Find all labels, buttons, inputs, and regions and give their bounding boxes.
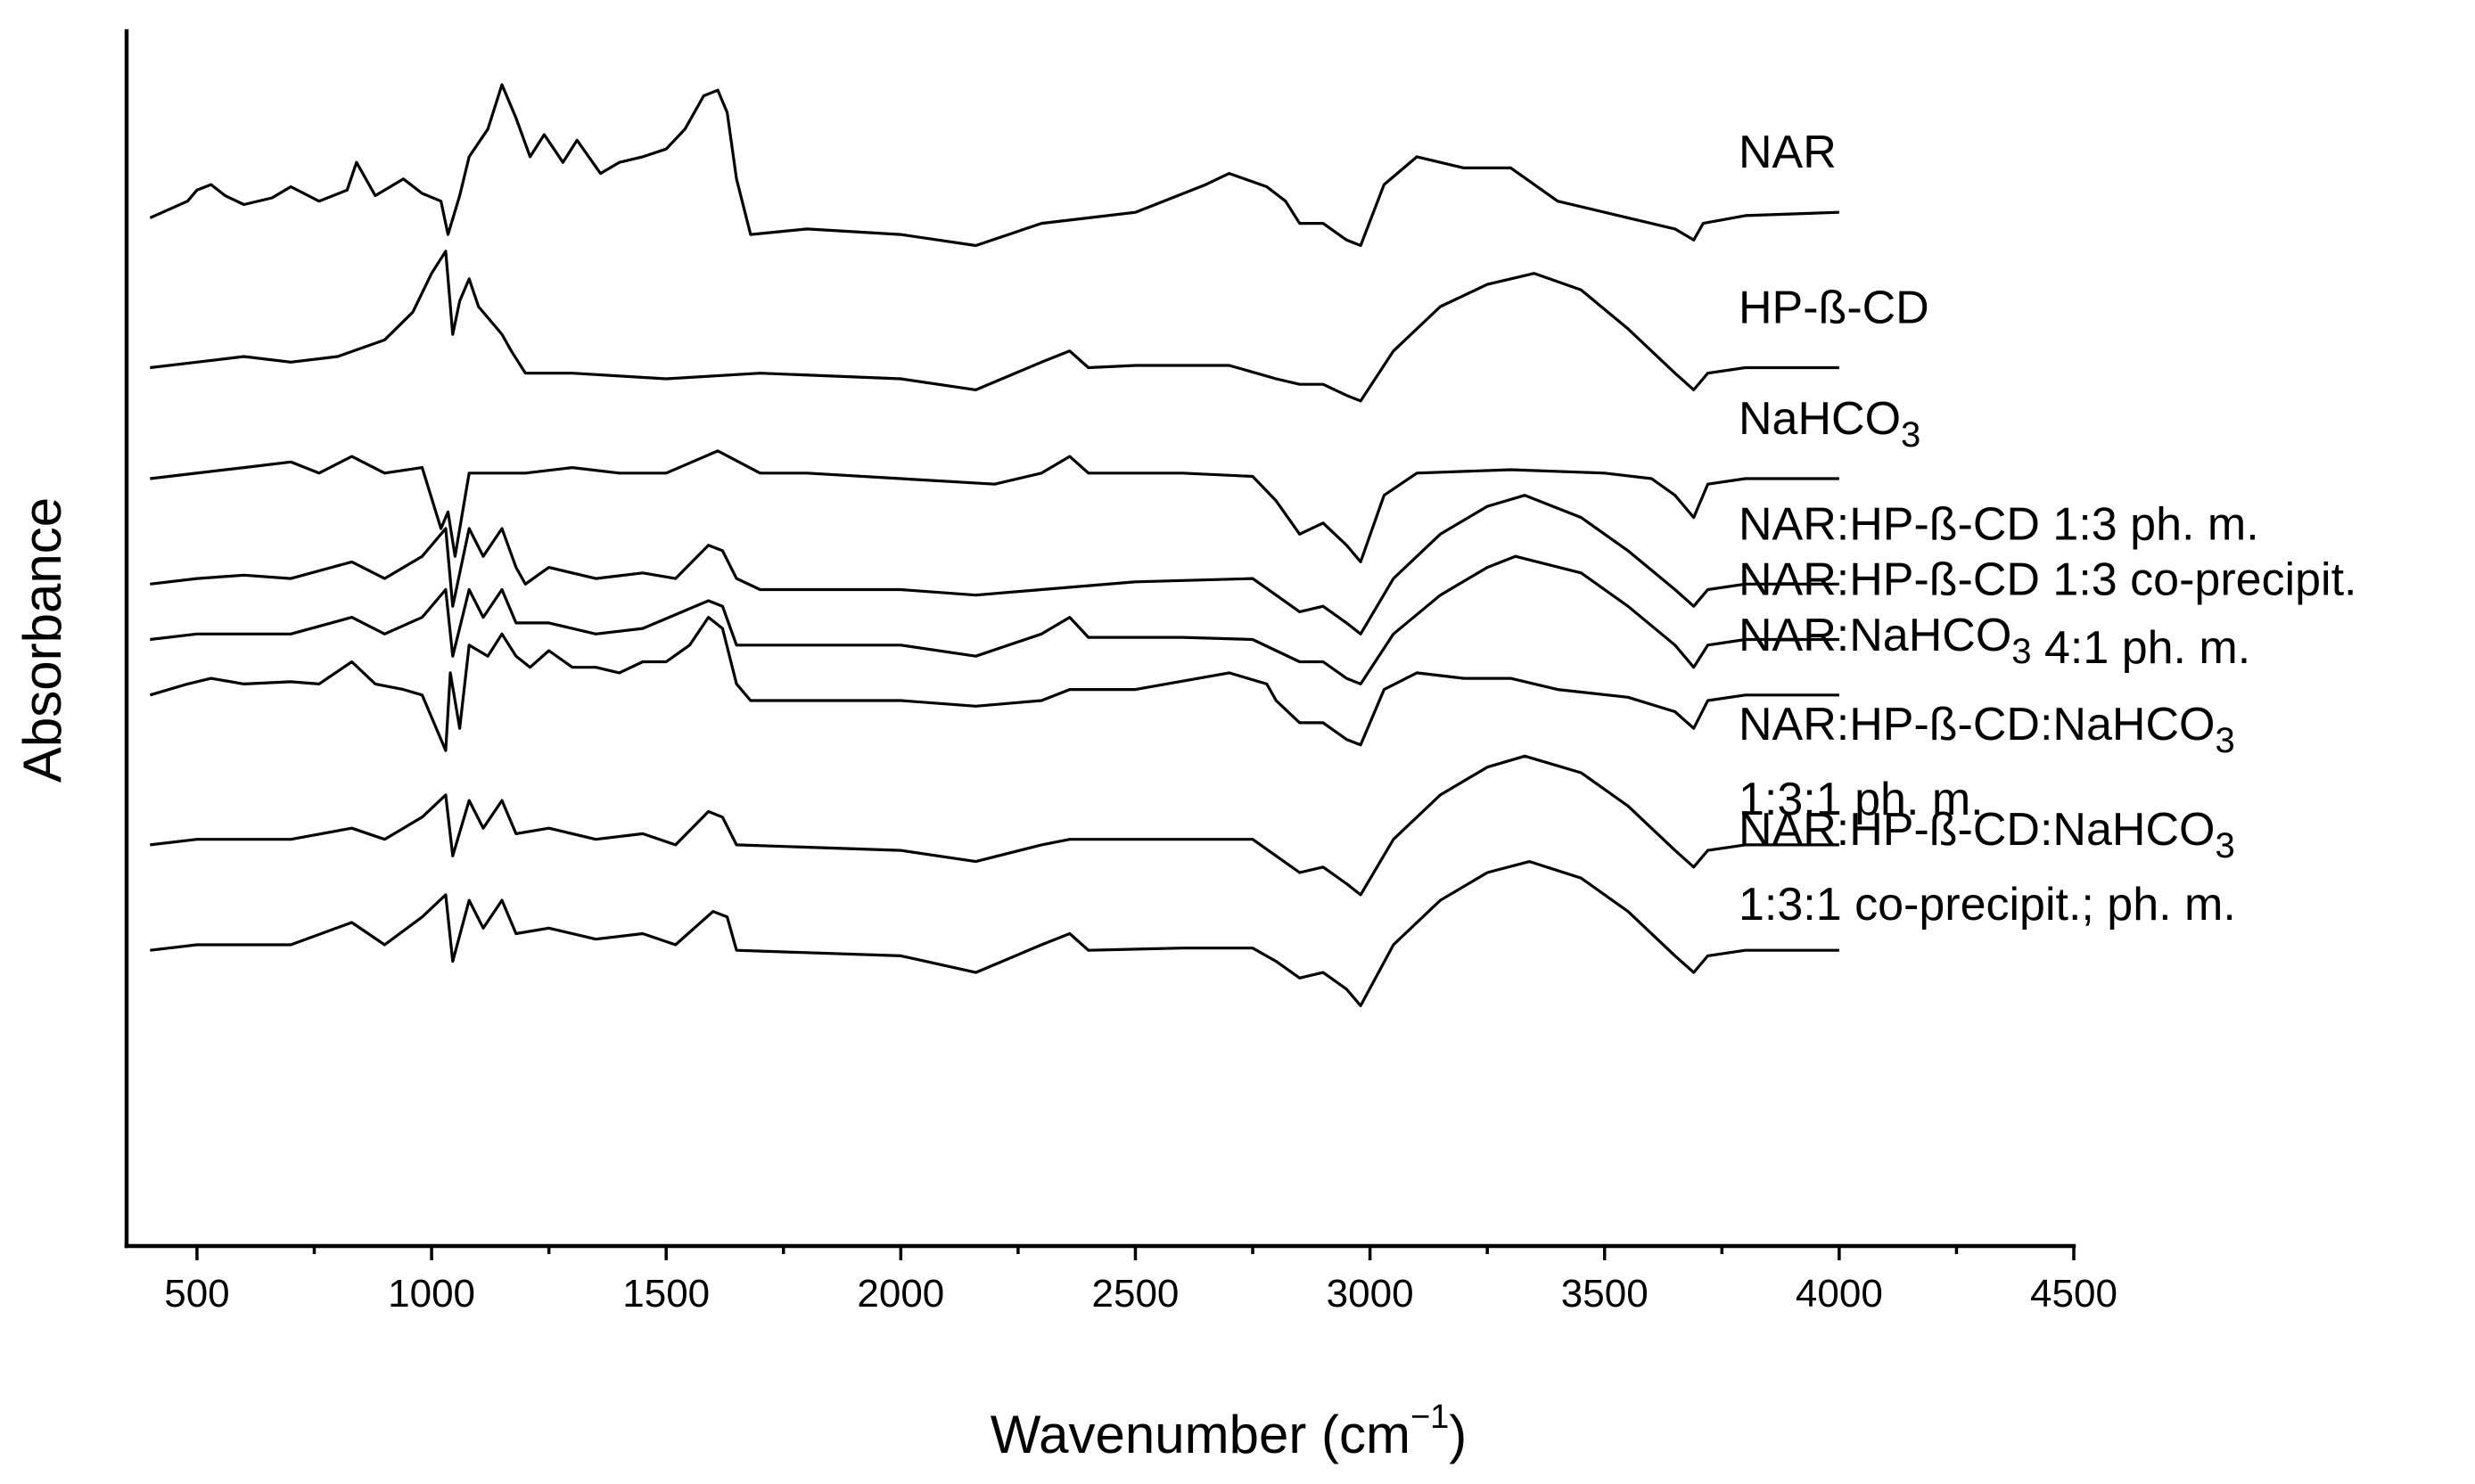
series-label-part: NaHCO [1739,393,1901,445]
x-tick-label: 1000 [388,1272,475,1316]
x-axis-ticks: 500 1000 1500 2000 2500 3000 3500 4000 4500 [164,1246,2117,1316]
series-lines [149,83,1839,1007]
series-label-part: NAR:HP-ß-CD 1:3 co-precipit. [1739,554,2356,606]
series-label-5: NAR:HP-ß-CD 1:3 co-precipit. [1739,554,2356,606]
series-label-4: NAR:HP-ß-CD 1:3 ph. m. [1739,498,2259,550]
series-label-part: 3 [2215,721,2234,760]
series-label-part: 3 [1901,415,1920,455]
x-tick-label: 3500 [1561,1272,1649,1316]
axes [124,29,2076,1249]
series-label-part: NAR:NaHCO [1739,610,2011,661]
series-label-8-line-2: 1:3:1 co-precipit.; ph. m. [1739,879,2236,931]
x-tick-label: 2500 [1092,1272,1180,1316]
series-label-part: NAR:HP-ß-CD:NaHCO [1739,699,2215,750]
series-label-part: NAR:HP-ß-CD:NaHCO [1739,804,2215,856]
x-axis-title: Wavenumber (cm−1) [991,1398,1468,1464]
series-label-part: 1:3:1 co-precipit.; ph. m. [1739,879,2236,931]
series-label-part: HP-ß-CD [1739,283,1929,334]
series-label-part: 4:1 ph. m. [2032,622,2251,674]
x-axis-title-close: ) [1449,1405,1467,1464]
series-label-3: NaHCO3 [1739,393,1920,455]
x-tick-label: 1500 [622,1272,710,1316]
x-tick-label: 2000 [857,1272,944,1316]
series-line-1 [149,83,1839,248]
series-label-part: NAR [1739,127,1837,178]
x-tick-label: 3000 [1327,1272,1414,1316]
x-axis-title-superscript: −1 [1410,1398,1449,1436]
x-axis-title-main: Wavenumber (cm [991,1405,1410,1464]
series-label-part: 3 [2011,632,2031,671]
series-label-7: NAR:HP-ß-CD:NaHCO3 [1739,699,2235,760]
series-label-part: NAR:HP-ß-CD 1:3 ph. m. [1739,498,2259,550]
series-label-6: NAR:NaHCO3 4:1 ph. m. [1739,610,2250,674]
series-line-5 [150,554,1839,685]
series-line-4 [150,494,1839,635]
series-label-7-line-2: 1:3:1 ph. m. [1739,774,1984,825]
y-axis-title: Absorbance [12,497,72,783]
series-label-1: NAR [1739,127,1837,178]
x-tick-label: 500 [164,1272,229,1316]
x-tick-label: 4500 [2030,1272,2117,1316]
series-line-8 [150,860,1839,1007]
series-line-6 [149,616,1839,752]
series-label-part: 1:3:1 ph. m. [1739,774,1984,825]
series-label-8: NAR:HP-ß-CD:NaHCO3 [1739,804,2235,865]
series-label-part: 3 [2215,826,2234,865]
series-line-2 [150,250,1839,403]
series-label-2: HP-ß-CD [1739,283,1929,334]
series-line-7 [150,754,1839,897]
series-line-3 [150,449,1839,563]
x-tick-label: 4000 [1796,1272,1883,1316]
